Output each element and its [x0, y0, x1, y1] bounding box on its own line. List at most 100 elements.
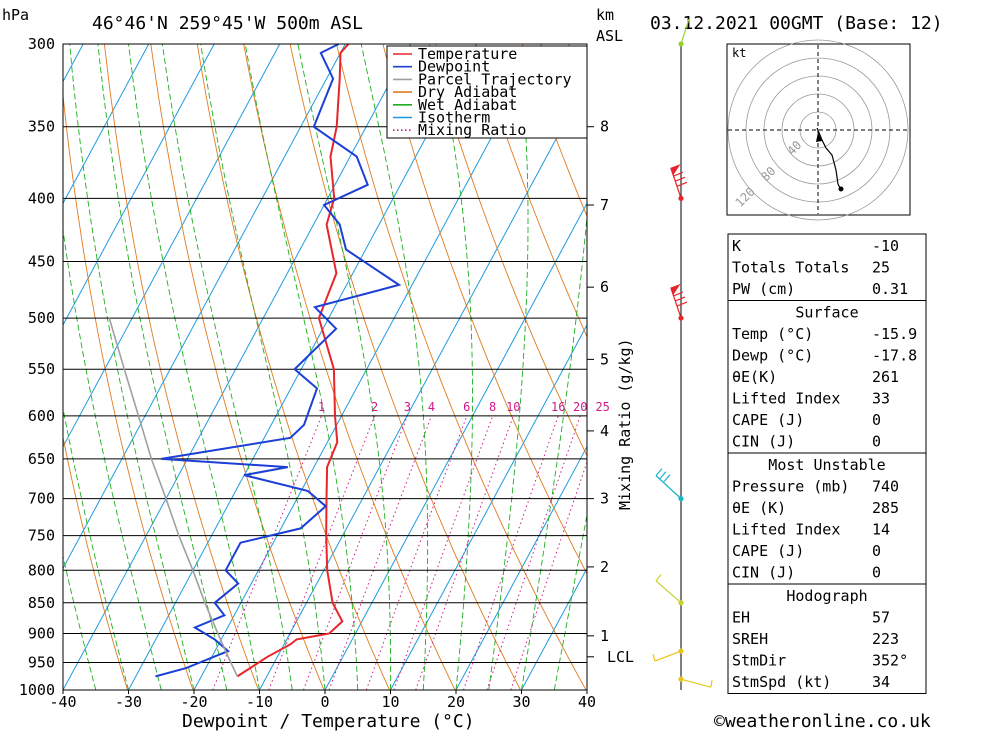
wind-barb — [656, 575, 681, 603]
isotherm-line — [0, 44, 18, 690]
temperature-tick-label: 20 — [447, 693, 465, 711]
temperature-tick-label: 10 — [381, 693, 399, 711]
isotherm-line — [260, 44, 608, 690]
table-row-label: Pressure (mb) — [732, 478, 849, 496]
barb-flag — [671, 165, 679, 174]
mixing-ratio-label: 25 — [595, 400, 609, 414]
table-row-label: K — [732, 237, 741, 255]
barb-staff — [681, 679, 711, 687]
isotherm-line — [129, 44, 477, 690]
pressure-tick-label: 800 — [28, 561, 55, 579]
table-row-label: CAPE (J) — [732, 411, 804, 429]
mixing-ratio-label: 1 — [318, 400, 325, 414]
wind-barb — [653, 651, 681, 661]
mixing-ratio-label: 3 — [404, 400, 411, 414]
wet-adiabat-line — [129, 44, 260, 690]
mixing-ratio-label: 20 — [573, 400, 587, 414]
mixing-ratio-line — [329, 416, 432, 690]
pressure-tick-label: 300 — [28, 35, 55, 53]
dry-adiabat-line — [244, 44, 455, 690]
table-row-value: 0 — [872, 411, 881, 429]
table-row-label: StmSpd (kt) — [732, 673, 831, 691]
table-row-value: 0 — [872, 564, 881, 582]
table-row-value: 14 — [872, 521, 890, 539]
temperature-tick-label: -40 — [49, 693, 76, 711]
km-tick-label: 5 — [600, 350, 609, 368]
km-tick-label: 8 — [600, 118, 609, 136]
temperature-tick-label: -30 — [115, 693, 142, 711]
mixing-ratio-line — [416, 416, 514, 690]
isotherm-line — [0, 44, 149, 690]
km-tick-label: 6 — [600, 278, 609, 296]
series-parcel-trajectory — [109, 318, 237, 676]
table-row-value: -15.9 — [872, 325, 917, 343]
datetime-title: 03.12.2021 00GMT (Base: 12) — [650, 13, 943, 34]
mixing-ratio-line — [213, 416, 322, 690]
mixing-ratio-label: 4 — [428, 400, 435, 414]
table-row-label: PW (cm) — [732, 280, 795, 298]
barb-feather — [675, 297, 685, 301]
table-row-value: 740 — [872, 478, 899, 496]
pressure-tick-label: 350 — [28, 118, 55, 136]
mixing-ratio-line — [366, 416, 466, 690]
mixing-ratio-axis-title: Mixing Ratio (g/kg) — [616, 338, 634, 510]
barb-staff — [656, 476, 681, 499]
wet-adiabat-line — [522, 44, 598, 690]
table-row-label: Dewp (°C) — [732, 347, 813, 365]
barb-staff — [655, 651, 681, 661]
most_unstable-title: Most Unstable — [768, 456, 885, 474]
dry-adiabat-line — [986, 44, 1000, 690]
temperature-tick-label: 0 — [320, 693, 329, 711]
dry-adiabat-line — [383, 44, 652, 690]
dry-adiabat-line — [290, 44, 520, 690]
table-row-label: SREH — [732, 630, 768, 648]
barb-flag — [671, 285, 679, 294]
pressure-tick-label: 500 — [28, 309, 55, 327]
table-row-value: 352° — [872, 652, 908, 670]
table-row-label: EH — [732, 609, 750, 627]
mixing-ratio-label: 10 — [506, 400, 520, 414]
dry-adiabat-line — [337, 44, 587, 690]
table-row-label: CIN (J) — [732, 564, 795, 582]
dry-adiabat-line — [940, 44, 1000, 690]
table-row-value: 0.31 — [872, 280, 908, 298]
pressure-tick-label: 600 — [28, 407, 55, 425]
table-row-value: 223 — [872, 630, 899, 648]
hodograph-title: Hodograph — [786, 587, 867, 605]
legend-label: Mixing Ratio — [418, 121, 526, 139]
pressure-tick-label: 700 — [28, 490, 55, 508]
wind-profile — [653, 19, 712, 690]
isotherm-line — [194, 44, 542, 690]
mixing-ratio-label: 16 — [551, 400, 565, 414]
km-tick-label: 1 — [600, 627, 609, 645]
table-row-value: 25 — [872, 259, 890, 277]
barb-staff — [656, 581, 681, 603]
table-row-value: 261 — [872, 368, 899, 386]
x-axis-title: Dewpoint / Temperature (°C) — [182, 711, 475, 732]
table-row-value: 34 — [872, 673, 890, 691]
table-row-value: 57 — [872, 609, 890, 627]
table-row-label: Lifted Index — [732, 521, 840, 539]
dry-adiabat-line — [58, 44, 193, 690]
barb-feather — [660, 472, 666, 479]
isotherm-line — [63, 44, 411, 690]
table-row-value: -17.8 — [872, 347, 917, 365]
pressure-tick-label: 400 — [28, 189, 55, 207]
wind-barb — [671, 285, 687, 318]
table-row-label: Lifted Index — [732, 390, 840, 408]
pressure-unit: hPa — [2, 6, 29, 24]
temperature-tick-label: 40 — [578, 693, 596, 711]
dry-adiabat-line — [104, 44, 258, 690]
table-row-value: 0 — [872, 433, 881, 451]
table-row-value: -10 — [872, 237, 899, 255]
km-tick-label: LCL — [607, 648, 634, 666]
table-row-value: 0 — [872, 542, 881, 560]
mixing-ratio-label: 6 — [463, 400, 470, 414]
mixing-ratio-line — [269, 416, 375, 690]
table-row-label: Totals Totals — [732, 259, 849, 277]
table-row-value: 285 — [872, 499, 899, 517]
km-unit: km — [596, 6, 614, 24]
